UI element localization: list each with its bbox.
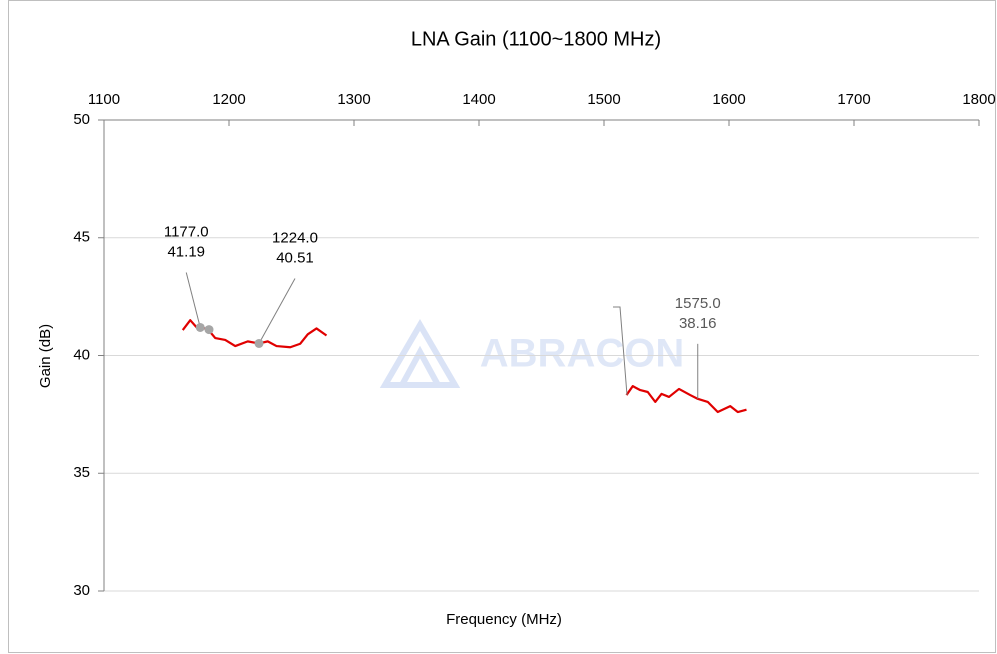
x-tick-label: 1200 (212, 91, 245, 108)
x-tick-label: 1700 (837, 91, 870, 108)
x-tick-label: 1600 (712, 91, 745, 108)
chart-title: LNA Gain (1100~1800 MHz) (411, 28, 661, 50)
x-tick-label: 1800 (962, 91, 995, 108)
x-tick-label: 1400 (462, 91, 495, 108)
x-axis-label: Frequency (MHz) (446, 611, 562, 628)
marker-x-label: 1224.0 (272, 229, 318, 246)
y-tick-label: 45 (73, 229, 90, 246)
leader-line (185, 272, 201, 328)
marker-y-label: 41.19 (167, 243, 205, 260)
y-tick-label: 35 (73, 464, 90, 481)
marker (204, 325, 214, 335)
marker (254, 338, 264, 348)
x-tick-label: 1300 (337, 91, 370, 108)
marker-x-label: 1575.0 (675, 295, 721, 312)
y-tick-label: 50 (73, 111, 90, 128)
marker-y-label: 38.16 (679, 315, 717, 332)
y-tick-label: 30 (73, 582, 90, 599)
leader-line (613, 306, 628, 396)
x-tick-label: 1500 (587, 91, 620, 108)
y-tick-label: 40 (73, 346, 90, 363)
data-line (625, 385, 747, 414)
marker-x-label: 1177.0 (164, 223, 209, 240)
watermark: ABRACON (480, 332, 684, 376)
x-tick-label: 1100 (88, 91, 120, 108)
y-axis-label: Gain (dB) (37, 324, 54, 388)
marker (195, 322, 205, 332)
leader-line (258, 278, 296, 344)
chart-frame (8, 0, 996, 653)
marker-y-label: 40.51 (276, 249, 314, 266)
